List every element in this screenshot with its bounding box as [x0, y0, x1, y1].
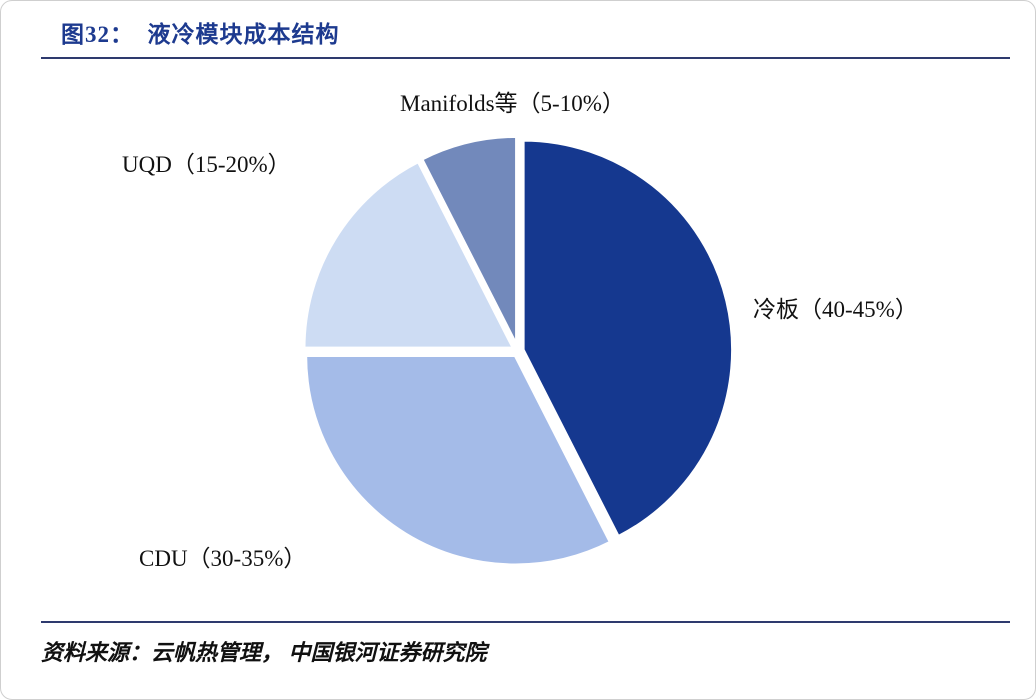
pie-slice-cdu	[303, 353, 613, 567]
slice-label-cdu: CDU（30-35%）	[139, 546, 307, 571]
slice-label-uqd: UQD（15-20%）	[122, 152, 291, 177]
slice-label-lengban: 冷板（40-45%）	[753, 297, 918, 322]
top-divider-line	[41, 57, 1010, 59]
pie-slice-uqd	[301, 159, 516, 351]
pie-chart-area	[278, 111, 758, 591]
figure-title: 图32： 液冷模块成本结构	[61, 22, 340, 47]
bottom-divider-line	[41, 621, 1010, 623]
pie-slice-manifolds	[419, 134, 519, 348]
source-attribution: 资料来源：云帆热管理， 中国银河证券研究院	[41, 640, 487, 665]
pie-chart	[301, 134, 735, 567]
slice-label-manifolds: Manifolds等（5-10%）	[400, 91, 625, 116]
pie-slice-lengban	[521, 138, 735, 539]
